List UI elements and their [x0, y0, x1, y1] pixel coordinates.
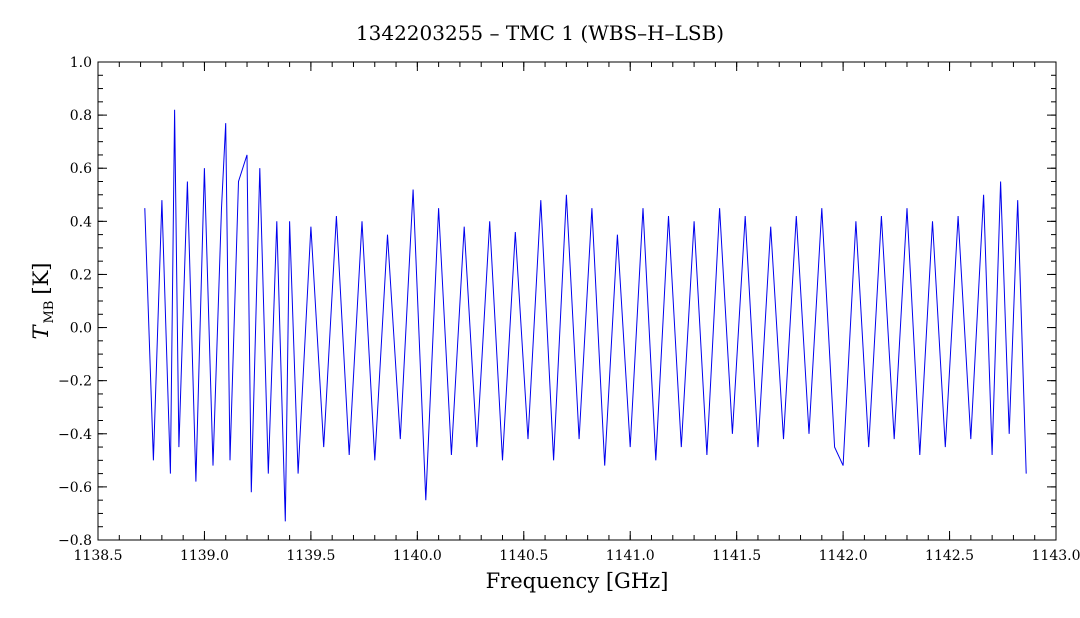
x-tick-label: 1141.5 — [712, 548, 761, 564]
y-tick-label: 0.0 — [70, 321, 92, 337]
y-tick-label: 0.4 — [70, 214, 92, 230]
y-axis-label-unit: [K] — [29, 263, 53, 295]
y-axis-ticks: −0.8 −0.6 −0.4 −0.2 0.0 0.2 0.4 0.6 0.8 1.0 — [58, 55, 1056, 549]
y-tick-label: 0.6 — [70, 161, 92, 177]
x-tick-label: 1140.0 — [393, 548, 442, 564]
y-tick-label: 1.0 — [70, 55, 92, 71]
x-axis-label: Frequency [GHz] — [486, 569, 669, 593]
chart-title: 1342203255 – TMC 1 (WBS–H–LSB) — [356, 21, 724, 45]
x-axis-ticks: 1138.5 1139.0 1139.5 1140.0 1140.5 1141.0 1141… — [74, 62, 1080, 564]
y-axis-label-subscript: MB — [42, 301, 57, 324]
x-tick-label: 1143.0 — [1032, 548, 1080, 564]
x-tick-label: 1142.0 — [819, 548, 868, 564]
y-tick-label: −0.4 — [58, 427, 92, 443]
y-tick-label: 0.8 — [70, 108, 92, 124]
x-tick-label: 1140.5 — [499, 548, 548, 564]
y-tick-label: −0.8 — [58, 533, 92, 549]
y-axis-label: TMB [K] — [29, 263, 57, 340]
y-axis-label-main: T — [29, 323, 53, 339]
x-tick-label: 1139.0 — [180, 548, 229, 564]
x-tick-label: 1141.0 — [606, 548, 655, 564]
x-tick-label: 1142.5 — [925, 548, 974, 564]
svg-text:TMB[K]: TMB [K] — [29, 263, 57, 340]
y-tick-label: −0.2 — [58, 374, 92, 390]
x-tick-label: 1139.5 — [286, 548, 335, 564]
y-tick-label: −0.6 — [58, 480, 92, 496]
series-line — [144, 109, 1027, 522]
y-tick-label: 0.2 — [70, 267, 92, 283]
plot-area — [97, 61, 1057, 541]
x-tick-label: 1138.5 — [74, 548, 123, 564]
